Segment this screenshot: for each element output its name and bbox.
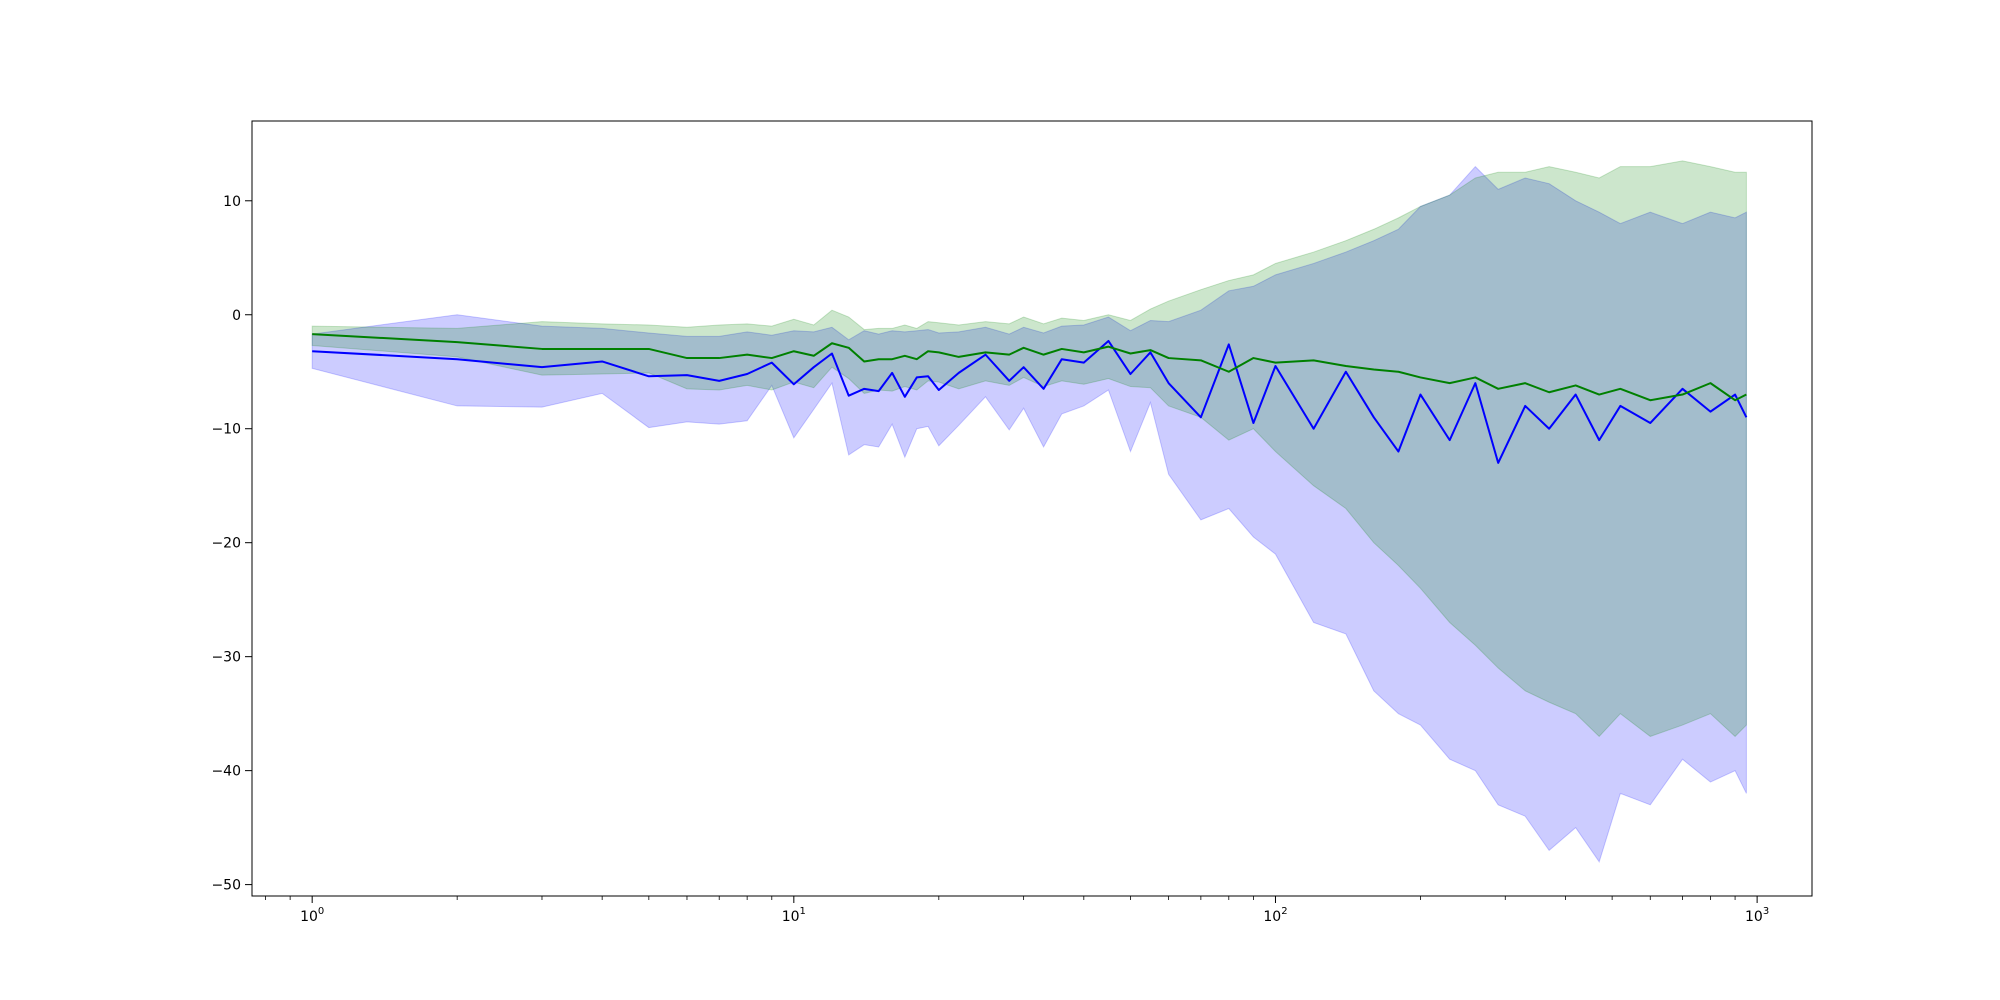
y-tick-label: −10 [211,422,241,438]
x-tick-label: 102 [1263,906,1287,925]
y-tick-label: −50 [211,878,241,894]
series-lines [312,333,1748,464]
confidence-bands [311,160,1747,863]
series-1-line [312,339,1748,464]
y-tick-label: 10 [223,194,241,210]
x-tick-label: 101 [782,906,806,925]
y-tick-label: −40 [211,764,241,780]
y-tick-label: −30 [211,650,241,666]
plot-frame [251,120,1813,897]
y-tick-label: −20 [211,536,241,552]
x-axis: 100 101 102 103 [265,896,1769,925]
series-2-band [311,160,1747,738]
y-axis: 10 0 −10 −20 −30 −40 −50 [211,194,252,894]
y-tick-label: 0 [232,308,241,324]
x-tick-label: 100 [300,906,324,925]
series-1-band [311,165,1747,863]
series-2-line [312,333,1747,402]
x-tick-label: 103 [1745,906,1769,925]
